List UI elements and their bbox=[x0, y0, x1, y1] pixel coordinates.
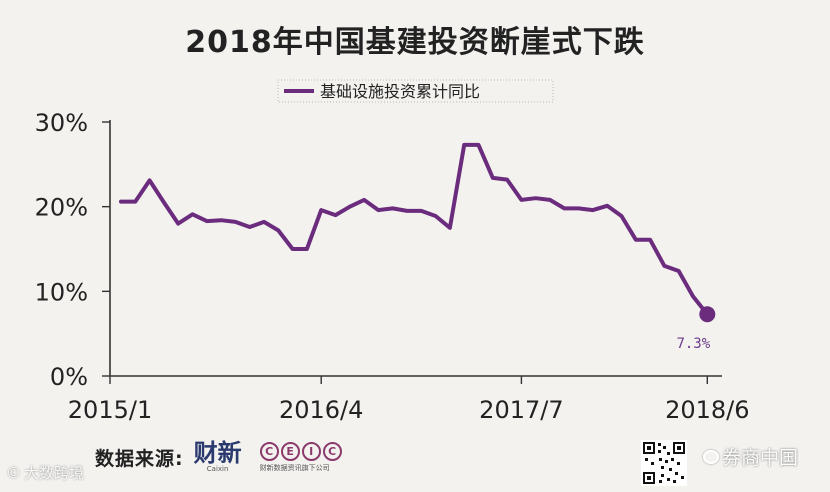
series-line bbox=[119, 142, 710, 317]
chart-title: 2018年中国基建投资断崖式下跌 bbox=[185, 25, 645, 60]
source-footer: 数据来源: 财新 Caixin C E I C 财新数据资讯旗下公司 bbox=[95, 441, 342, 473]
wechat-icon bbox=[703, 449, 719, 464]
caixin-logo: 财新 Caixin bbox=[194, 441, 242, 473]
ceic-letter: C bbox=[322, 441, 342, 461]
copyright-icon: © bbox=[6, 463, 21, 482]
x-tick-label: 2015/1 bbox=[68, 396, 152, 424]
caixin-logo-sub: Caixin bbox=[206, 465, 229, 473]
ceic-letter: E bbox=[280, 441, 300, 461]
qr-code-icon bbox=[641, 440, 687, 486]
y-tick-label: 20% bbox=[35, 194, 88, 222]
legend: 基础设施投资累计同比 bbox=[277, 79, 554, 103]
source-label: 数据来源: bbox=[95, 447, 184, 470]
watermark-left: © 大数跨境 bbox=[6, 462, 84, 483]
endpoint-marker bbox=[699, 306, 716, 323]
legend-label: 基础设施投资累计同比 bbox=[320, 82, 480, 101]
endpoint-annotation: 7.3% bbox=[676, 336, 710, 352]
y-tick-label: 0% bbox=[50, 363, 88, 391]
x-axis: 2015/1 2016/4 2017/7 2018/6 bbox=[68, 375, 750, 424]
watermark-left-text: 大数跨境 bbox=[24, 464, 85, 482]
ceic-letter: C bbox=[259, 441, 279, 461]
y-tick-label: 30% bbox=[35, 109, 88, 137]
watermark-right-text: 券商中国 bbox=[722, 447, 799, 469]
y-tick-label: 10% bbox=[35, 278, 88, 306]
x-tick-label: 2017/7 bbox=[479, 396, 563, 424]
ceic-logo: C E I C 财新数据资讯旗下公司 bbox=[259, 441, 342, 473]
ceic-logo-sub: 财新数据资讯旗下公司 bbox=[259, 463, 330, 472]
watermark-right: 券商中国 bbox=[703, 443, 798, 470]
ceic-letter: I bbox=[301, 441, 321, 461]
legend-box bbox=[277, 79, 554, 103]
plot-area: 7.3% bbox=[119, 142, 716, 352]
caixin-logo-text: 财新 bbox=[193, 438, 242, 467]
y-axis: 0% 10% 20% 30% bbox=[35, 109, 111, 391]
x-tick-label: 2018/6 bbox=[665, 396, 749, 424]
x-tick-label: 2016/4 bbox=[279, 396, 363, 424]
